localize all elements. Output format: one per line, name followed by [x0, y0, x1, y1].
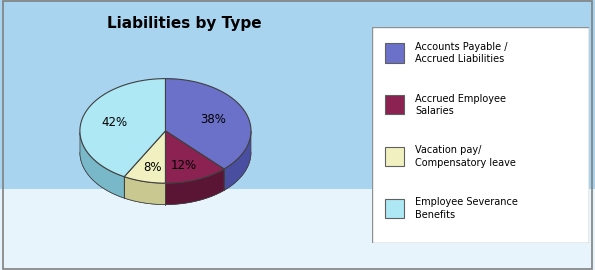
- Bar: [385, 147, 405, 166]
- Polygon shape: [80, 152, 251, 205]
- Polygon shape: [80, 133, 124, 198]
- Polygon shape: [165, 169, 224, 205]
- Polygon shape: [124, 131, 165, 183]
- Bar: [385, 43, 405, 63]
- Text: Accounts Payable /
Accrued Liabilities: Accounts Payable / Accrued Liabilities: [415, 42, 508, 64]
- Polygon shape: [165, 131, 224, 183]
- Text: Liabilities by Type: Liabilities by Type: [107, 16, 262, 31]
- Text: 42%: 42%: [101, 116, 127, 129]
- Polygon shape: [224, 131, 251, 190]
- Text: 38%: 38%: [201, 113, 226, 126]
- Text: 12%: 12%: [171, 159, 197, 172]
- Bar: [0, 189, 595, 270]
- Bar: [0, 0, 595, 189]
- Bar: [385, 199, 405, 218]
- Text: 8%: 8%: [143, 161, 162, 174]
- Bar: [385, 95, 405, 114]
- Polygon shape: [165, 79, 251, 169]
- Text: Accrued Employee
Salaries: Accrued Employee Salaries: [415, 94, 506, 116]
- Text: Vacation pay/
Compensatory leave: Vacation pay/ Compensatory leave: [415, 146, 516, 168]
- Text: Employee Severance
Benefits: Employee Severance Benefits: [415, 197, 518, 220]
- Polygon shape: [124, 177, 165, 205]
- Polygon shape: [80, 79, 165, 177]
